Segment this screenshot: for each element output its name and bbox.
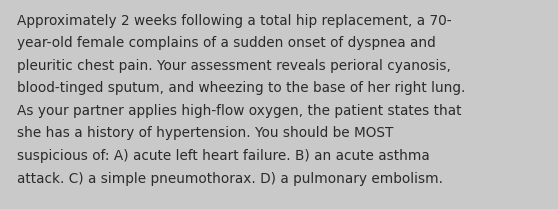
Text: blood-tinged sputum, and wheezing to the base of her right lung.: blood-tinged sputum, and wheezing to the…: [17, 81, 465, 95]
Text: pleuritic chest pain. Your assessment reveals perioral cyanosis,: pleuritic chest pain. Your assessment re…: [17, 59, 451, 73]
Text: suspicious of: A) acute left heart failure. B) an acute asthma: suspicious of: A) acute left heart failu…: [17, 149, 430, 163]
Text: year-old female complains of a sudden onset of dyspnea and: year-old female complains of a sudden on…: [17, 36, 435, 50]
Text: As your partner applies high-flow oxygen, the patient states that: As your partner applies high-flow oxygen…: [17, 104, 461, 118]
Text: she has a history of hypertension. You should be MOST: she has a history of hypertension. You s…: [17, 126, 393, 140]
Text: Approximately 2 weeks following a total hip replacement, a 70-: Approximately 2 weeks following a total …: [17, 14, 451, 28]
Text: attack. C) a simple pneumothorax. D) a pulmonary embolism.: attack. C) a simple pneumothorax. D) a p…: [17, 172, 442, 186]
